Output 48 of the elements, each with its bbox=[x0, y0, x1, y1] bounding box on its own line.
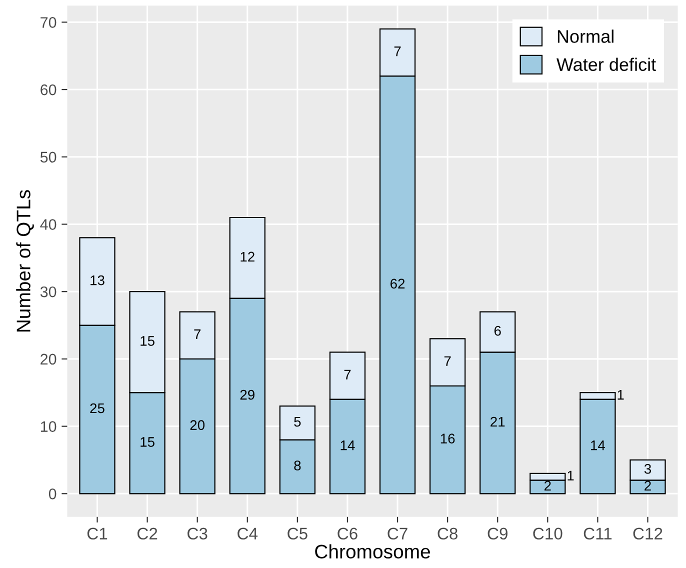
data-label: 29 bbox=[240, 390, 254, 400]
y-tick-label: 10 bbox=[40, 421, 56, 432]
data-label: 6 bbox=[494, 326, 501, 336]
x-tick-label: C2 bbox=[137, 528, 158, 540]
data-label: 12 bbox=[240, 252, 254, 262]
data-label: 14 bbox=[340, 440, 355, 450]
data-label: 3 bbox=[644, 464, 651, 474]
data-label: 25 bbox=[90, 403, 104, 414]
data-label: 7 bbox=[344, 370, 351, 380]
y-tick-label: 70 bbox=[40, 17, 56, 28]
data-label: 62 bbox=[390, 278, 405, 289]
x-tick-label: C5 bbox=[288, 528, 308, 540]
y-tick-label: 50 bbox=[40, 152, 56, 163]
data-label: 2 bbox=[644, 480, 651, 490]
data-label: 7 bbox=[394, 46, 401, 56]
data-label: 7 bbox=[194, 329, 201, 339]
data-label: 8 bbox=[294, 460, 301, 470]
y-tick-label: 30 bbox=[40, 286, 56, 298]
x-tick-label: C8 bbox=[438, 528, 458, 540]
x-tick-label: C6 bbox=[338, 528, 358, 540]
data-label: 14 bbox=[591, 440, 606, 450]
y-tick-label: 20 bbox=[40, 354, 56, 365]
legend-label: Normal bbox=[558, 30, 614, 43]
x-tick-label: C1 bbox=[87, 528, 108, 540]
x-tick-label: C12 bbox=[633, 528, 662, 540]
data-label: 1 bbox=[568, 470, 574, 480]
data-label: 20 bbox=[190, 420, 205, 430]
x-tick-label: C7 bbox=[388, 528, 408, 540]
data-label: 16 bbox=[440, 434, 455, 444]
y-tick-label: 40 bbox=[40, 219, 56, 230]
data-label: 1 bbox=[618, 390, 624, 400]
data-label: 15 bbox=[140, 437, 154, 447]
x-tick-label: C11 bbox=[584, 528, 612, 540]
data-label: 5 bbox=[294, 416, 301, 427]
x-axis-title: Chromosome bbox=[315, 544, 430, 559]
data-label: 2 bbox=[544, 480, 551, 490]
data-label: 13 bbox=[90, 275, 104, 286]
x-tick-label: C10 bbox=[533, 528, 562, 540]
y-tick-label: 60 bbox=[40, 84, 56, 96]
data-label: 15 bbox=[140, 336, 154, 346]
data-label: 7 bbox=[444, 356, 451, 366]
y-tick-label: 0 bbox=[48, 488, 56, 500]
x-tick-label: C4 bbox=[238, 528, 258, 540]
x-tick-label: C3 bbox=[188, 528, 208, 540]
data-label: 21 bbox=[490, 416, 505, 427]
x-tick-label: C9 bbox=[488, 528, 508, 540]
y-axis-title: Number of QTLs bbox=[16, 190, 34, 332]
legend-label: Water deficit bbox=[556, 58, 656, 71]
